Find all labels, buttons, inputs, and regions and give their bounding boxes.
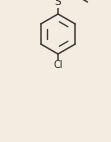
Text: S: S [55, 0, 61, 7]
Text: Cl: Cl [53, 60, 63, 70]
